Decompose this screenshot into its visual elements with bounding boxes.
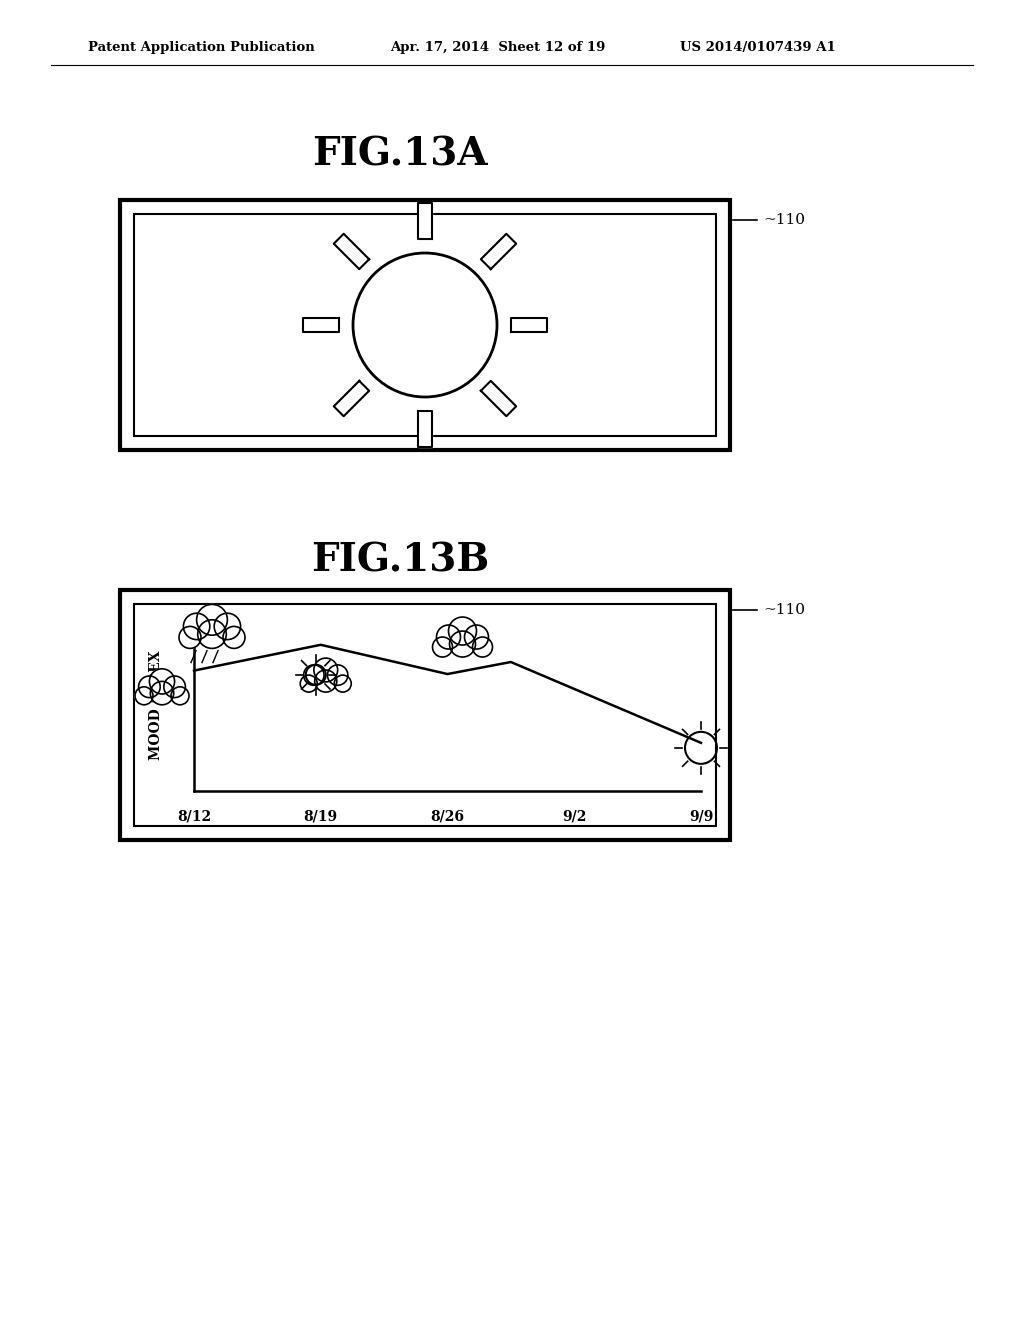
Polygon shape <box>481 234 516 269</box>
Text: FIG.13B: FIG.13B <box>311 541 489 579</box>
Circle shape <box>450 631 475 657</box>
Circle shape <box>223 627 245 648</box>
Circle shape <box>432 638 453 657</box>
Circle shape <box>314 671 337 692</box>
Circle shape <box>214 614 241 640</box>
Circle shape <box>179 627 201 648</box>
Circle shape <box>135 686 153 705</box>
Text: Patent Application Publication: Patent Application Publication <box>88 41 314 54</box>
Circle shape <box>313 659 338 682</box>
Text: ~110: ~110 <box>763 603 805 616</box>
Text: 8/19: 8/19 <box>304 809 338 822</box>
Circle shape <box>183 614 210 640</box>
Bar <box>134 605 716 826</box>
Circle shape <box>138 676 160 697</box>
Circle shape <box>449 616 476 645</box>
Text: US 2014/0107439 A1: US 2014/0107439 A1 <box>680 41 836 54</box>
Circle shape <box>151 681 174 705</box>
Polygon shape <box>418 203 432 239</box>
Bar <box>120 201 730 450</box>
Polygon shape <box>481 381 516 416</box>
Circle shape <box>304 665 324 685</box>
Polygon shape <box>511 318 547 333</box>
Circle shape <box>328 665 348 685</box>
Text: MOOD INDEX: MOOD INDEX <box>150 651 163 760</box>
Circle shape <box>150 669 175 694</box>
Circle shape <box>300 675 317 692</box>
Circle shape <box>164 676 185 697</box>
Circle shape <box>472 638 493 657</box>
Text: Apr. 17, 2014  Sheet 12 of 19: Apr. 17, 2014 Sheet 12 of 19 <box>390 41 605 54</box>
Polygon shape <box>334 234 369 269</box>
Bar <box>134 214 716 436</box>
Circle shape <box>198 620 226 648</box>
Circle shape <box>465 626 488 649</box>
Circle shape <box>436 626 461 649</box>
Polygon shape <box>334 381 369 416</box>
Polygon shape <box>418 411 432 447</box>
Circle shape <box>334 675 351 692</box>
Bar <box>120 590 730 840</box>
Polygon shape <box>303 318 339 333</box>
Text: 8/26: 8/26 <box>430 809 465 822</box>
Circle shape <box>171 686 189 705</box>
Text: ~110: ~110 <box>763 213 805 227</box>
Circle shape <box>197 605 227 635</box>
Text: FIG.13A: FIG.13A <box>312 136 487 174</box>
Text: 9/2: 9/2 <box>562 809 587 822</box>
Text: 8/12: 8/12 <box>177 809 211 822</box>
Text: 9/9: 9/9 <box>689 809 713 822</box>
